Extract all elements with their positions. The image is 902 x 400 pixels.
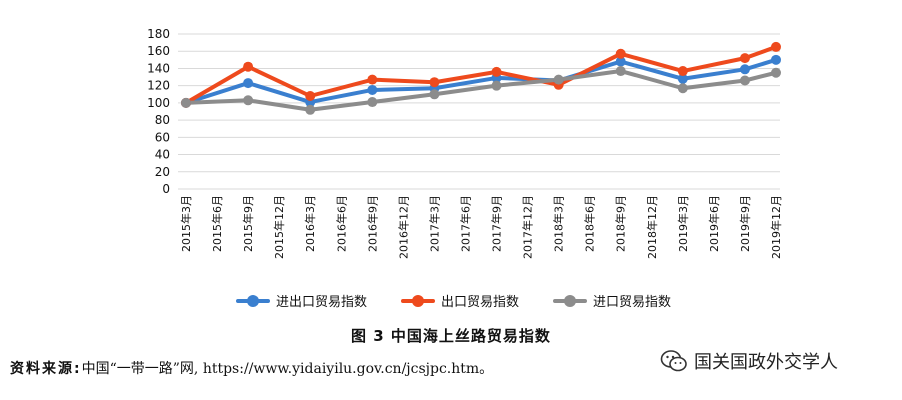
x-tick-label: 2017年9月 <box>490 195 504 252</box>
data-point <box>181 97 191 108</box>
data-point <box>305 104 316 115</box>
data-point <box>305 91 316 101</box>
legend-swatch-import <box>553 294 588 307</box>
source-note: 资料来源:中国“一带一路”网, https://www.yidaiyilu.go… <box>10 358 493 378</box>
x-tick-label: 2015年6月 <box>210 195 224 252</box>
x-tick-label: 2018年6月 <box>583 195 597 252</box>
x-tick-label: 2018年3月 <box>552 195 566 252</box>
legend-swatch-total <box>236 294 270 307</box>
series-line <box>184 44 778 105</box>
y-tick-label: 40 <box>155 148 170 162</box>
x-tick-label: 2017年12月 <box>521 195 535 259</box>
data-point <box>739 75 750 86</box>
data-point <box>615 56 626 67</box>
data-point <box>243 95 254 106</box>
x-tick-label: 2015年3月 <box>179 195 193 252</box>
x-tick-label: 2016年3月 <box>303 195 317 252</box>
source-text: 中国“一带一路”网, https://www.yidaiyilu.gov.cn/… <box>81 361 494 377</box>
source-label: 资料来源: <box>10 361 82 377</box>
data-point <box>771 67 781 78</box>
grid-lines <box>178 33 780 190</box>
watermark: 国关国政外交学人 <box>660 348 838 374</box>
x-tick-label: 2018年9月 <box>614 195 628 252</box>
y-tick-label: 0 <box>162 182 170 196</box>
data-point <box>243 78 254 89</box>
y-tick-label: 120 <box>147 79 170 93</box>
data-point <box>491 80 502 91</box>
data-point <box>429 77 440 88</box>
data-point <box>739 53 750 64</box>
data-point <box>739 64 750 75</box>
data-point <box>677 66 688 77</box>
x-tick-label: 2019年9月 <box>738 195 752 252</box>
wechat-icon <box>660 350 687 372</box>
data-point <box>367 84 378 95</box>
figure-caption: 图 3 中国海上丝路贸易指数 <box>351 327 551 345</box>
y-tick-label: 160 <box>147 44 170 58</box>
chart-legend: 进出口贸易指数 出口贸易指数 进口贸易指数 <box>236 291 671 310</box>
legend-label-export: 出口贸易指数 <box>441 295 520 310</box>
data-point <box>771 41 781 52</box>
data-point <box>615 48 626 59</box>
data-point <box>367 74 378 85</box>
data-point <box>367 97 378 108</box>
legend-label-total: 进出口贸易指数 <box>276 295 368 310</box>
x-tick-label: 2019年12月 <box>769 195 783 259</box>
y-axis-ticks: 0 20 40 60 80 100 120 140 160 180 <box>147 27 170 196</box>
y-tick-label: 80 <box>155 113 170 127</box>
legend-item-export: 出口贸易指数 <box>401 291 519 310</box>
data-point <box>491 66 502 77</box>
y-tick-label: 140 <box>147 61 170 75</box>
y-tick-label: 20 <box>155 165 170 179</box>
data-point <box>243 61 254 72</box>
legend-label-import: 进口贸易指数 <box>593 295 672 310</box>
y-tick-label: 60 <box>155 130 170 144</box>
data-point <box>677 73 688 84</box>
legend-item-import: 进口贸易指数 <box>553 291 671 310</box>
x-tick-label: 2017年3月 <box>427 195 441 252</box>
x-tick-label: 2015年12月 <box>272 195 286 259</box>
y-tick-label: 180 <box>147 27 170 41</box>
x-tick-label: 2016年6月 <box>334 195 348 252</box>
legend-item-total: 进出口贸易指数 <box>236 291 367 310</box>
x-tick-label: 2017年6月 <box>458 195 472 252</box>
series-layer <box>181 41 781 115</box>
y-tick-label: 100 <box>147 96 170 110</box>
x-tick-label: 2015年9月 <box>241 195 255 252</box>
data-point <box>677 83 688 94</box>
data-point <box>429 89 440 100</box>
x-tick-label: 2019年3月 <box>676 195 690 252</box>
data-point <box>771 54 781 65</box>
data-point <box>553 74 564 85</box>
x-tick-label: 2016年12月 <box>396 195 410 259</box>
x-axis-ticks: 2015年3月 2015年6月 2015年9月 2015年12月 2016年3月 2016… <box>179 195 783 259</box>
watermark-text: 国关国政外交学人 <box>694 352 838 373</box>
x-tick-label: 2019年6月 <box>707 195 721 252</box>
data-point <box>615 66 626 77</box>
legend-swatch-export <box>401 294 436 307</box>
x-tick-label: 2018年12月 <box>645 195 659 259</box>
x-tick-label: 2016年9月 <box>365 195 379 252</box>
